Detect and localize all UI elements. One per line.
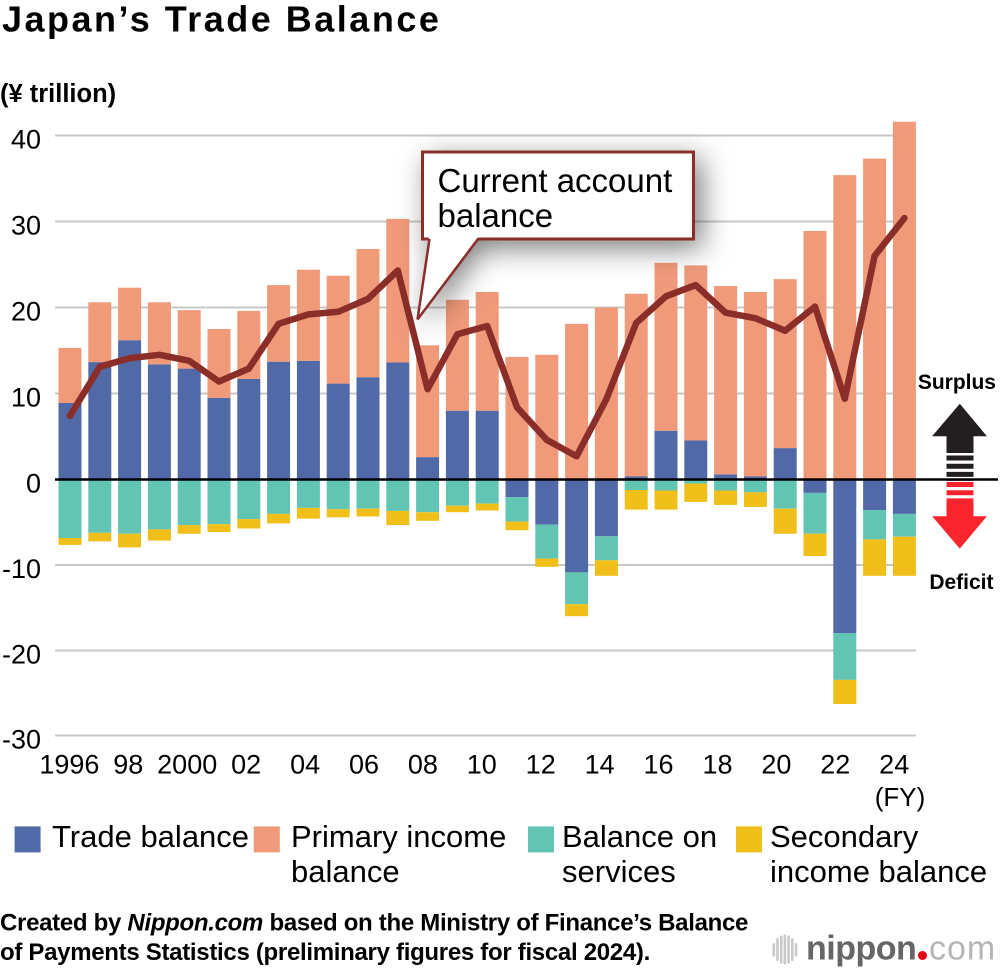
- svg-text:Japan’s Trade Balance: Japan’s Trade Balance: [2, 0, 441, 40]
- svg-text:Trade balance: Trade balance: [52, 819, 249, 854]
- svg-text:16: 16: [643, 750, 673, 780]
- svg-text:Current account: Current account: [438, 162, 673, 199]
- svg-text:06: 06: [349, 750, 379, 780]
- svg-text:services: services: [562, 854, 676, 889]
- svg-text:40: 40: [11, 125, 41, 155]
- svg-text:Deficit: Deficit: [929, 571, 993, 594]
- svg-text:18: 18: [702, 750, 732, 780]
- svg-text:Balance on: Balance on: [562, 819, 717, 854]
- svg-text:10: 10: [11, 383, 41, 413]
- svg-text:income balance: income balance: [770, 854, 987, 889]
- svg-text:Created by Nippon.com based on: Created by Nippon.com based on the Minis…: [0, 910, 748, 937]
- svg-text:nippon: nippon: [806, 930, 916, 968]
- svg-text:-20: -20: [2, 640, 41, 670]
- svg-text:02: 02: [231, 750, 261, 780]
- svg-text:(FY): (FY): [875, 782, 926, 812]
- svg-text:balance: balance: [438, 197, 554, 234]
- svg-text:30: 30: [11, 211, 41, 241]
- svg-text:(¥ trillion): (¥ trillion): [0, 80, 116, 108]
- svg-text:08: 08: [408, 750, 438, 780]
- svg-text:98: 98: [113, 750, 143, 780]
- svg-text:04: 04: [290, 750, 320, 780]
- svg-text:20: 20: [11, 297, 41, 327]
- svg-text:of Payments Statistics (prelim: of Payments Statistics (preliminary figu…: [0, 939, 650, 966]
- svg-text:Secondary: Secondary: [770, 819, 919, 854]
- svg-text:12: 12: [526, 750, 556, 780]
- svg-text:24: 24: [879, 750, 909, 780]
- svg-text:Primary income: Primary income: [291, 819, 506, 854]
- svg-text:balance: balance: [291, 854, 400, 889]
- svg-text:0: 0: [26, 469, 41, 499]
- svg-text:20: 20: [761, 750, 791, 780]
- svg-text:-10: -10: [2, 554, 41, 584]
- svg-text:14: 14: [585, 750, 615, 780]
- svg-text:2000: 2000: [157, 750, 217, 780]
- svg-text:22: 22: [820, 750, 850, 780]
- svg-text:-30: -30: [2, 725, 41, 755]
- svg-text:com: com: [929, 930, 996, 968]
- svg-text:Surplus: Surplus: [918, 371, 996, 394]
- svg-text:1996: 1996: [39, 750, 99, 780]
- svg-text:10: 10: [467, 750, 497, 780]
